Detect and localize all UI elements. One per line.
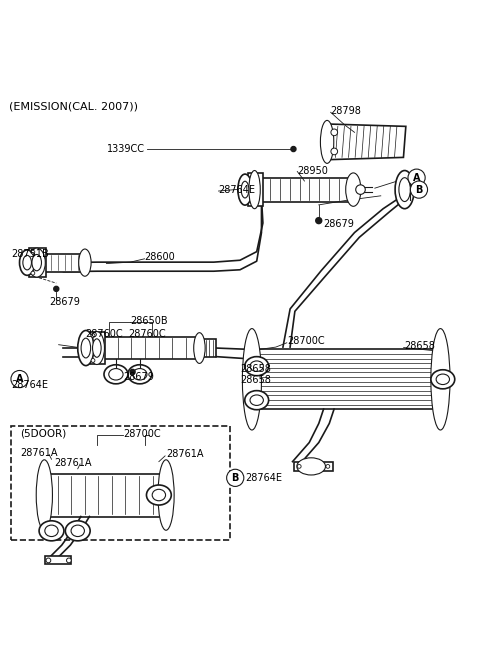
Bar bbox=[44, 254, 85, 272]
Text: 28764E: 28764E bbox=[218, 184, 255, 195]
Text: 28950: 28950 bbox=[297, 165, 328, 176]
Ellipse shape bbox=[23, 255, 32, 270]
Bar bbox=[204, 339, 216, 357]
Text: 28764E: 28764E bbox=[246, 473, 283, 483]
Text: A: A bbox=[16, 374, 23, 384]
Circle shape bbox=[291, 147, 296, 152]
Text: 28700C: 28700C bbox=[288, 337, 325, 346]
Ellipse shape bbox=[238, 174, 252, 205]
Ellipse shape bbox=[32, 255, 41, 271]
Circle shape bbox=[91, 334, 95, 338]
Bar bbox=[90, 333, 106, 364]
Text: 28761A: 28761A bbox=[21, 448, 58, 458]
Ellipse shape bbox=[104, 365, 128, 384]
Text: 28679: 28679 bbox=[324, 219, 354, 229]
Ellipse shape bbox=[20, 250, 35, 276]
Ellipse shape bbox=[78, 331, 94, 365]
Bar bbox=[11, 426, 230, 541]
Ellipse shape bbox=[250, 361, 264, 371]
Circle shape bbox=[331, 148, 337, 155]
Text: 28658: 28658 bbox=[405, 341, 435, 351]
Ellipse shape bbox=[65, 521, 90, 541]
Ellipse shape bbox=[297, 458, 325, 475]
Ellipse shape bbox=[321, 121, 334, 163]
Ellipse shape bbox=[89, 331, 105, 365]
Text: 28798: 28798 bbox=[331, 106, 361, 116]
Circle shape bbox=[227, 469, 244, 487]
Ellipse shape bbox=[356, 185, 365, 194]
Circle shape bbox=[46, 558, 51, 563]
Ellipse shape bbox=[132, 369, 147, 380]
Text: 28760C: 28760C bbox=[85, 329, 122, 339]
Ellipse shape bbox=[250, 395, 264, 405]
Circle shape bbox=[331, 129, 337, 136]
Ellipse shape bbox=[245, 390, 269, 410]
Text: 28658: 28658 bbox=[240, 363, 271, 373]
Text: 28679: 28679 bbox=[123, 372, 154, 382]
Ellipse shape bbox=[152, 489, 166, 501]
Bar bbox=[104, 337, 199, 359]
Ellipse shape bbox=[45, 525, 58, 537]
Text: 28761A: 28761A bbox=[166, 449, 204, 459]
Text: B: B bbox=[231, 473, 239, 483]
Bar bbox=[29, 248, 46, 277]
Ellipse shape bbox=[128, 365, 152, 384]
Circle shape bbox=[410, 181, 428, 198]
Circle shape bbox=[297, 464, 301, 468]
Ellipse shape bbox=[39, 521, 64, 541]
Ellipse shape bbox=[399, 178, 410, 201]
Bar bbox=[294, 462, 333, 471]
Text: 28761A: 28761A bbox=[54, 458, 91, 468]
Ellipse shape bbox=[79, 249, 91, 276]
Ellipse shape bbox=[28, 248, 45, 277]
Ellipse shape bbox=[109, 369, 123, 380]
Text: B: B bbox=[415, 184, 423, 195]
Ellipse shape bbox=[146, 485, 171, 505]
Text: 28751B: 28751B bbox=[11, 249, 48, 259]
Text: (5DOOR): (5DOOR) bbox=[21, 429, 67, 439]
Ellipse shape bbox=[81, 338, 91, 358]
Text: 28658: 28658 bbox=[240, 375, 271, 386]
Circle shape bbox=[31, 250, 35, 254]
Circle shape bbox=[54, 287, 59, 291]
Text: A: A bbox=[413, 173, 420, 182]
Text: 28760C: 28760C bbox=[128, 329, 166, 339]
Bar bbox=[248, 173, 263, 206]
Ellipse shape bbox=[194, 333, 205, 363]
Ellipse shape bbox=[431, 329, 450, 430]
Ellipse shape bbox=[245, 357, 269, 376]
Ellipse shape bbox=[249, 171, 260, 209]
Polygon shape bbox=[324, 124, 406, 160]
Text: 28600: 28600 bbox=[144, 253, 175, 262]
Polygon shape bbox=[260, 178, 348, 201]
Ellipse shape bbox=[158, 460, 174, 530]
Ellipse shape bbox=[436, 374, 449, 384]
Circle shape bbox=[91, 359, 95, 362]
Text: 1339CC: 1339CC bbox=[107, 144, 144, 154]
Circle shape bbox=[130, 369, 135, 375]
Bar bbox=[252, 350, 441, 409]
Circle shape bbox=[67, 558, 72, 563]
Circle shape bbox=[11, 371, 28, 388]
Text: 28679: 28679 bbox=[49, 297, 80, 307]
Text: (EMISSION(CAL. 2007)): (EMISSION(CAL. 2007)) bbox=[9, 101, 138, 112]
Ellipse shape bbox=[36, 460, 52, 530]
Ellipse shape bbox=[346, 173, 361, 206]
Ellipse shape bbox=[431, 370, 455, 389]
Ellipse shape bbox=[241, 181, 249, 198]
Ellipse shape bbox=[71, 525, 84, 537]
Text: 28700C: 28700C bbox=[123, 429, 161, 439]
Circle shape bbox=[326, 464, 330, 468]
Bar bbox=[45, 556, 72, 564]
Ellipse shape bbox=[242, 329, 262, 430]
Circle shape bbox=[31, 271, 35, 275]
Circle shape bbox=[408, 169, 425, 186]
Bar bbox=[44, 474, 166, 516]
Text: 28650B: 28650B bbox=[130, 316, 168, 326]
Text: 28764E: 28764E bbox=[11, 380, 48, 390]
Ellipse shape bbox=[395, 171, 414, 209]
Circle shape bbox=[316, 218, 322, 224]
Ellipse shape bbox=[93, 338, 101, 358]
